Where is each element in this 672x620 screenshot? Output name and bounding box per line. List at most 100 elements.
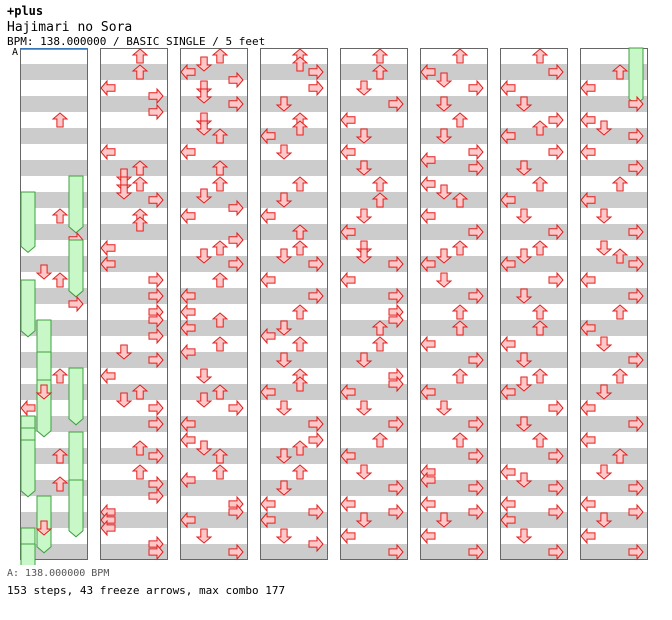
- beat-stripe: [100, 336, 168, 352]
- arrow-left: [260, 327, 276, 345]
- beat-stripe: [100, 224, 168, 240]
- arrow-left: [260, 511, 276, 529]
- arrow-right: [148, 487, 164, 505]
- arrow-down: [195, 248, 213, 264]
- arrow-left: [340, 383, 356, 401]
- beat-stripe: [180, 96, 248, 112]
- arrow-down: [355, 80, 373, 96]
- beat-stripe: [100, 272, 168, 288]
- arrow-right: [628, 415, 644, 433]
- beat-stripe: [20, 64, 88, 80]
- arrow-right: [548, 479, 564, 497]
- arrow-up: [611, 248, 629, 264]
- arrow-down: [355, 400, 373, 416]
- beat-stripe: [500, 320, 568, 336]
- beat-stripe: [420, 480, 488, 496]
- arrow-up: [291, 176, 309, 192]
- arrow-right: [628, 159, 644, 177]
- arrow-right: [148, 87, 164, 105]
- arrow-up: [451, 48, 469, 64]
- arrow-right: [308, 431, 324, 449]
- beat-stripe: [420, 160, 488, 176]
- beat-stripe: [420, 128, 488, 144]
- beat-stripe: [340, 208, 408, 224]
- beat-stripe: [500, 208, 568, 224]
- arrow-right: [468, 543, 484, 561]
- arrow-up: [531, 320, 549, 336]
- beat-stripe: [180, 464, 248, 480]
- beat-stripe: [340, 336, 408, 352]
- beat-stripe: [500, 112, 568, 128]
- beat-stripe: [580, 240, 648, 256]
- arrow-up: [451, 320, 469, 336]
- beat-stripe: [420, 208, 488, 224]
- arrow-down: [355, 128, 373, 144]
- beat-stripe: [20, 48, 88, 64]
- arrow-left: [500, 79, 516, 97]
- beat-stripe: [100, 320, 168, 336]
- beat-stripe: [580, 128, 648, 144]
- arrow-right: [388, 415, 404, 433]
- arrow-up: [451, 368, 469, 384]
- arrow-left: [100, 519, 116, 537]
- beat-stripe: [100, 368, 168, 384]
- beat-stripe: [580, 464, 648, 480]
- beat-stripe: [100, 352, 168, 368]
- arrow-left: [100, 143, 116, 161]
- arrow-left: [500, 127, 516, 145]
- beat-stripe: [420, 192, 488, 208]
- beat-stripe: [580, 480, 648, 496]
- arrow-down: [515, 96, 533, 112]
- arrow-left: [100, 255, 116, 273]
- beat-stripe: [180, 48, 248, 64]
- arrow-up: [51, 208, 69, 224]
- arrow-down: [275, 320, 293, 336]
- arrow-right: [548, 503, 564, 521]
- brand-label: +plus: [7, 4, 44, 18]
- beat-stripe: [580, 272, 648, 288]
- beat-stripe: [260, 480, 328, 496]
- freeze-arrow: [20, 191, 36, 254]
- beat-stripe: [100, 544, 168, 560]
- arrow-left: [420, 255, 436, 273]
- beat-stripe: [260, 416, 328, 432]
- beat-stripe: [20, 160, 88, 176]
- beat-stripe: [260, 112, 328, 128]
- beat-stripe: [100, 464, 168, 480]
- beat-stripe: [180, 160, 248, 176]
- beat-stripe: [420, 512, 488, 528]
- beat-stripe: [180, 208, 248, 224]
- beat-stripe: [180, 480, 248, 496]
- arrow-left: [260, 495, 276, 513]
- arrow-right: [388, 95, 404, 113]
- arrow-down: [195, 88, 213, 104]
- beat-stripe: [580, 368, 648, 384]
- beat-stripe: [500, 128, 568, 144]
- freeze-arrow: [68, 367, 84, 426]
- arrow-left: [340, 143, 356, 161]
- beat-stripe: [100, 384, 168, 400]
- column-border: [340, 48, 408, 560]
- beat-stripe: [420, 96, 488, 112]
- beat-stripe: [180, 416, 248, 432]
- arrow-down: [275, 192, 293, 208]
- beat-stripe: [420, 336, 488, 352]
- column-border: [260, 48, 328, 560]
- arrow-down: [275, 352, 293, 368]
- arrow-left: [100, 367, 116, 385]
- arrow-left: [420, 335, 436, 353]
- freeze-arrow: [20, 279, 36, 338]
- beat-stripe: [260, 544, 328, 560]
- arrow-down: [275, 528, 293, 544]
- column-border: [180, 48, 248, 560]
- arrow-left: [180, 303, 196, 321]
- beat-stripe: [340, 176, 408, 192]
- arrow-up: [51, 448, 69, 464]
- beat-stripe: [500, 304, 568, 320]
- beat-stripe: [340, 400, 408, 416]
- beat-stripe: [180, 112, 248, 128]
- beat-stripe: [580, 352, 648, 368]
- beat-stripe: [340, 544, 408, 560]
- beat-stripe: [260, 144, 328, 160]
- beat-stripe: [20, 336, 88, 352]
